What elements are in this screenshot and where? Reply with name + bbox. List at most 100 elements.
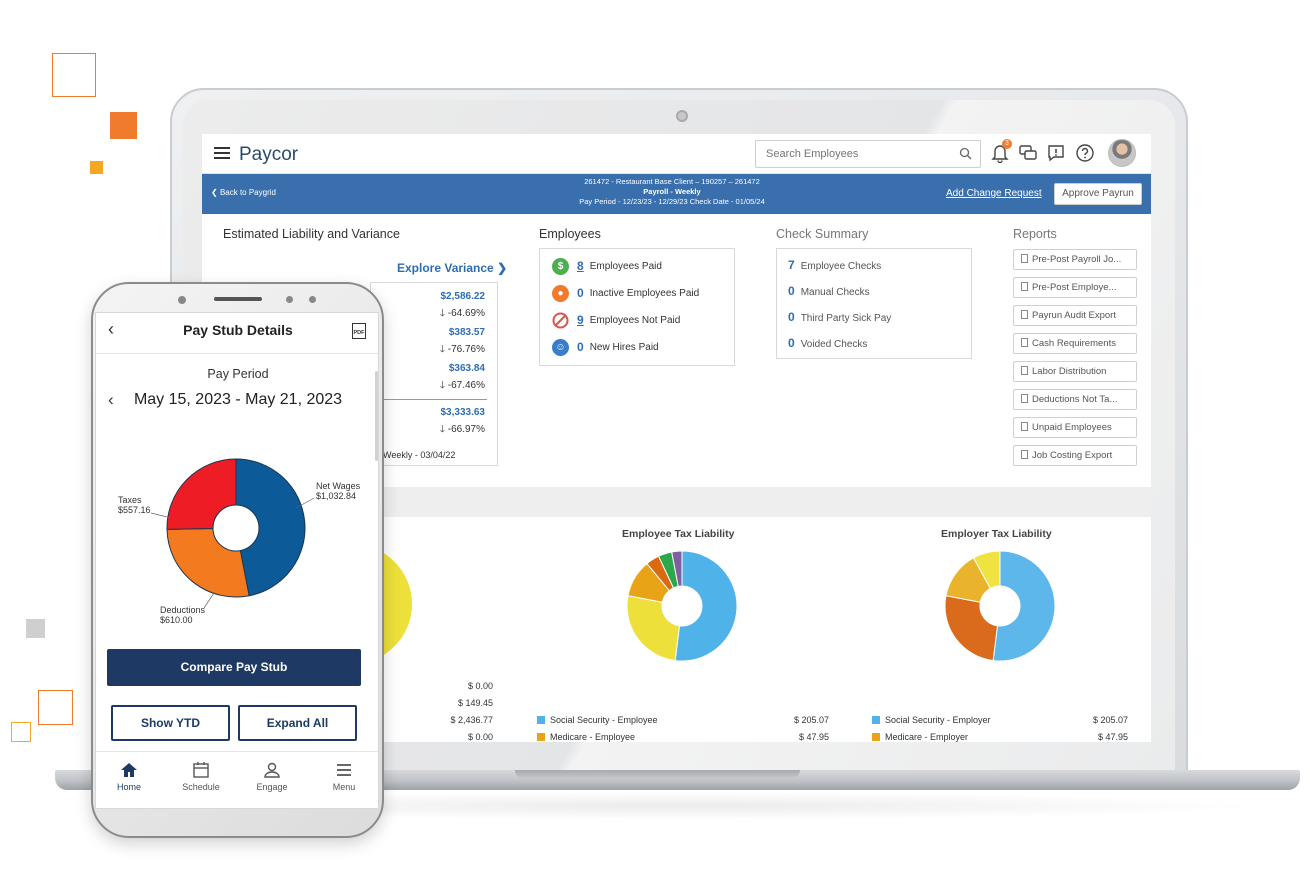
employees-paid-count[interactable]: 8: [577, 259, 584, 273]
chart-slice: [944, 595, 999, 662]
add-change-request-link[interactable]: Add Change Request: [946, 188, 1042, 199]
new-hires-count: 0: [577, 340, 584, 354]
variance-pct-value: -76.76%: [447, 344, 485, 355]
notification-badge: 3: [1002, 139, 1012, 149]
taxes-value: $557.16: [118, 505, 151, 515]
variance-value-1[interactable]: $2,586.22: [440, 291, 486, 302]
document-icon: [1021, 338, 1028, 347]
payroll-info: 261472 - Restaurant Base Client – 190257…: [502, 177, 842, 207]
search-input[interactable]: [756, 141, 946, 167]
new-hire-icon: ☺: [552, 338, 569, 356]
chat-icon[interactable]: [1018, 143, 1038, 163]
compare-pay-stub-button[interactable]: Compare Pay Stub: [107, 649, 361, 686]
legend-swatch: [872, 733, 880, 741]
prev-period-icon[interactable]: ‹: [108, 390, 114, 409]
report-label: Pre-Post Employe...: [1032, 282, 1117, 293]
report-label: Payrun Audit Export: [1032, 310, 1116, 321]
report-button[interactable]: Unpaid Employees: [1013, 417, 1137, 438]
deco-square-grey: [26, 619, 45, 638]
inactive-user-icon: ●: [552, 284, 569, 302]
variance-pct-value: -66.97%: [447, 424, 485, 435]
approve-payrun-button[interactable]: Approve Payrun: [1054, 183, 1142, 205]
back-to-paygrid-link[interactable]: ❮ Back to Paygrid: [211, 188, 276, 197]
manual-checks-row: 0 Manual Checks: [788, 284, 870, 298]
help-icon[interactable]: [1075, 143, 1095, 163]
payroll-type: Payroll - Weekly: [643, 187, 701, 196]
taxes-leader: [150, 512, 172, 519]
document-icon: [1021, 310, 1028, 319]
phone-camera: [178, 296, 186, 304]
document-icon: [1021, 450, 1028, 459]
nav-home[interactable]: Home: [99, 760, 159, 792]
engage-icon: [264, 762, 280, 778]
explore-variance-link[interactable]: Explore Variance ❯: [397, 261, 507, 275]
nav-home-label: Home: [116, 782, 141, 792]
bottom-nav: Home Schedule Engage Menu: [96, 751, 378, 808]
variance-value-4[interactable]: $3,333.63: [440, 407, 486, 418]
legend-ss-employer: Social Security - Employer: [872, 715, 991, 725]
pay-period-range: May 15, 2023 - May 21, 2023: [133, 391, 343, 408]
header-divider: [96, 353, 378, 354]
phone-speaker: [214, 297, 262, 301]
report-button[interactable]: Cash Requirements: [1013, 333, 1137, 354]
legend-amount: $ 47.95: [798, 732, 829, 742]
inactive-employees-label: Inactive Employees Paid: [589, 287, 700, 299]
deco-square-orange: [110, 112, 137, 139]
left-amount-3: $ 2,436.77: [450, 715, 493, 725]
variance-divider: [381, 399, 487, 400]
inactive-employees-row[interactable]: ● 0 Inactive Employees Paid: [552, 283, 699, 303]
legend-amount: $ 205.07: [1092, 715, 1128, 725]
expand-all-button[interactable]: Expand All: [238, 705, 357, 741]
chart-slice: [671, 550, 683, 587]
variance-value-3[interactable]: $363.84: [448, 363, 485, 374]
nav-menu[interactable]: Menu: [314, 760, 374, 792]
employee-checks-label: Employee Checks: [800, 261, 882, 272]
phone-sensor: [309, 296, 316, 303]
document-icon: [1021, 366, 1028, 375]
deco-square-outline-large: [52, 53, 96, 97]
employees-title: Employees: [539, 227, 601, 241]
report-button[interactable]: Job Costing Export: [1013, 445, 1137, 466]
report-button[interactable]: Pre-Post Payroll Jo...: [1013, 249, 1137, 270]
nav-schedule[interactable]: Schedule: [171, 760, 231, 792]
menu-icon: [337, 764, 351, 776]
employees-paid-row[interactable]: $ 8 Employees Paid: [552, 256, 662, 276]
pdf-icon[interactable]: PDF: [352, 323, 366, 339]
employees-not-paid-count[interactable]: 9: [577, 313, 584, 327]
scrollbar[interactable]: [375, 371, 378, 461]
variance-pct-value: -67.46%: [447, 380, 485, 391]
show-ytd-button[interactable]: Show YTD: [111, 705, 230, 741]
employer-tax-title: Employer Tax Liability: [941, 528, 1052, 540]
report-button[interactable]: Pre-Post Employe...: [1013, 277, 1137, 298]
deco-square-outline-small: [11, 722, 31, 742]
report-button[interactable]: Labor Distribution: [1013, 361, 1137, 382]
hamburger-icon[interactable]: [214, 147, 230, 159]
voided-checks-row: 0 Voided Checks: [788, 336, 867, 350]
explore-variance-label: Explore Variance: [397, 261, 494, 275]
report-label: Job Costing Export: [1032, 450, 1113, 461]
new-hires-row[interactable]: ☺ 0 New Hires Paid: [552, 337, 659, 357]
employees-not-paid-label: Employees Not Paid: [589, 314, 681, 326]
variance-value-2[interactable]: $383.57: [448, 327, 485, 338]
chart-slice: [992, 550, 1056, 662]
legend-label: Medicare - Employer: [885, 732, 969, 742]
phone-sensor: [286, 296, 293, 303]
nav-engage[interactable]: Engage: [242, 760, 302, 792]
variance-pct-3: 🡓 -67.46%: [440, 378, 485, 395]
avatar[interactable]: [1108, 139, 1136, 167]
back-link-label: Back to Paygrid: [219, 188, 276, 197]
employer-tax-chart: [944, 550, 1056, 662]
search-icon[interactable]: [959, 147, 972, 160]
report-button[interactable]: Deductions Not Ta...: [1013, 389, 1137, 410]
legend-medicare-employer: Medicare - Employer: [872, 732, 968, 742]
variance-card: $2,586.22 🡓 -64.69% $383.57 🡓 -76.76% $3…: [370, 282, 498, 466]
check-summary-title: Check Summary: [776, 227, 869, 241]
search-box[interactable]: [755, 140, 981, 168]
report-button[interactable]: Payrun Audit Export: [1013, 305, 1137, 326]
feedback-icon[interactable]: [1046, 143, 1066, 163]
chart-slice: [235, 458, 306, 597]
report-label: Labor Distribution: [1032, 366, 1107, 377]
back-chevron-icon[interactable]: ‹: [108, 319, 114, 339]
employees-not-paid-row[interactable]: 9 Employees Not Paid: [552, 310, 680, 330]
document-icon: [1021, 422, 1028, 431]
